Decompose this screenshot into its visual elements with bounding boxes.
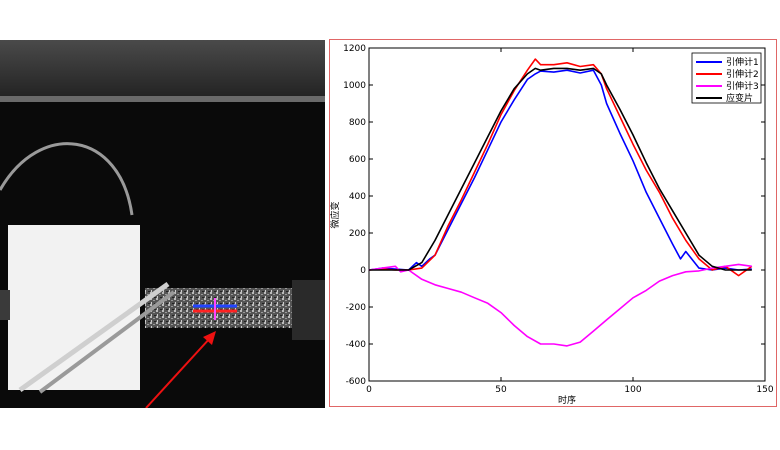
legend-label: 引伸计1: [726, 56, 759, 68]
y-tick-label: 400: [349, 192, 366, 202]
x-tick-label: 100: [624, 385, 641, 395]
strain-chart: -600 -400 -200 0 200 400 600 800 1000 1200 0 50 100…: [330, 44, 774, 406]
x-tick-label: 0: [366, 385, 372, 395]
y-tick-label: 200: [349, 229, 366, 239]
legend-label: 引伸计2: [726, 68, 759, 80]
plot-area: [368, 47, 766, 382]
y-tick-label: 600: [349, 155, 366, 165]
series-line-4: [369, 67, 752, 271]
x-axis-label: 时序: [558, 394, 576, 406]
pointer-arrowhead: [203, 331, 216, 345]
strain-chart-panel: -600 -400 -200 0 200 400 600 800 1000 1200 0 50 100…: [329, 39, 777, 407]
specimen-clamp: [292, 280, 325, 340]
series-line-3: [368, 263, 752, 347]
upper-edge: [0, 96, 325, 102]
series-line-1: [368, 69, 752, 271]
y-tick-label: 1000: [343, 81, 366, 91]
y-tick-label: 0: [360, 266, 366, 276]
y-tick-label: -400: [346, 340, 367, 350]
cable: [0, 142, 134, 216]
y-tick-label: 1200: [343, 44, 366, 54]
x-tick-label: 150: [756, 385, 773, 395]
clip-arm-2: [38, 290, 176, 394]
y-axis-label: 微应变: [330, 201, 341, 228]
legend-label: 引伸计3: [726, 80, 759, 92]
block-shadow: [0, 290, 10, 320]
y-tick-label: 800: [349, 118, 366, 128]
pointer-arrow: [145, 336, 212, 409]
speckle-specimen: [145, 288, 295, 328]
x-tick-label: 50: [495, 385, 507, 395]
upper-fixture: [0, 40, 325, 102]
white-block: [8, 225, 140, 390]
y-tick-label: -600: [346, 377, 367, 387]
specimen-photo: [0, 40, 325, 409]
series-line-2: [368, 58, 753, 277]
legend-label: 应变片: [726, 92, 753, 104]
y-tick-label: -200: [346, 303, 367, 313]
clip-arm-1: [18, 281, 170, 393]
